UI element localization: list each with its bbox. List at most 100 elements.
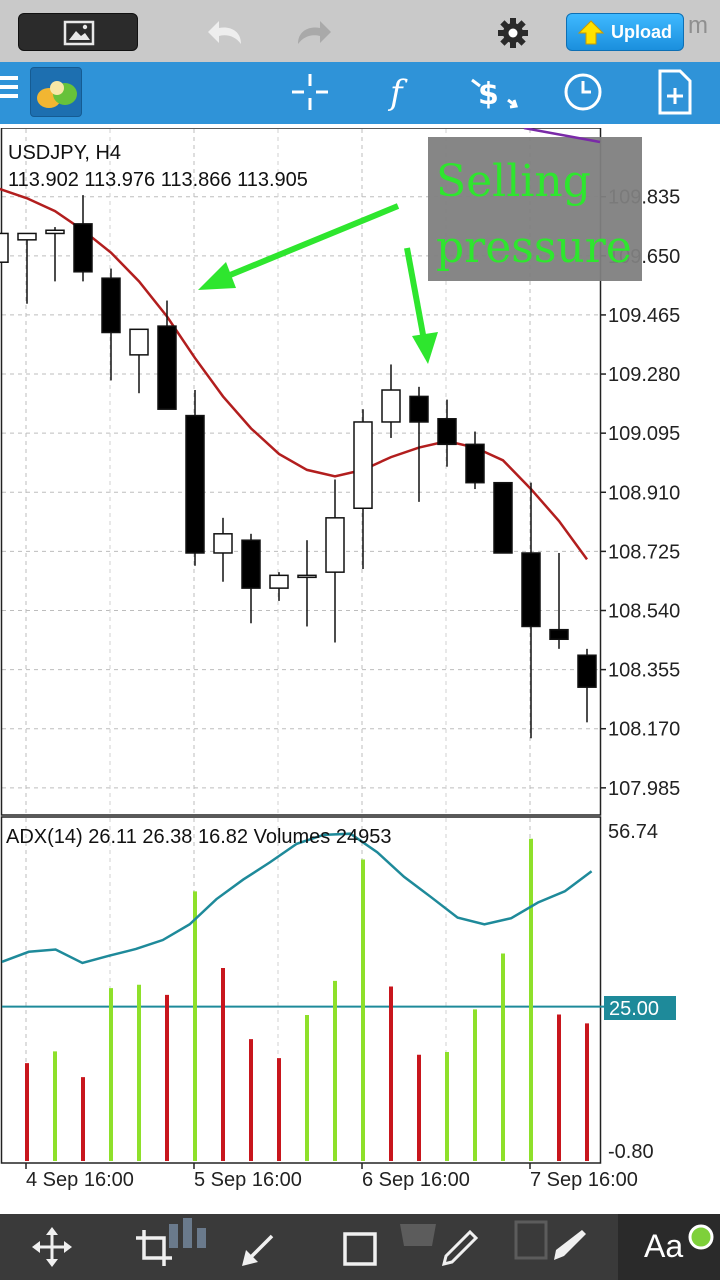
selling-pressure-annotation[interactable]: Selling pressure [428, 137, 642, 281]
annotation-line2: pressure [436, 222, 632, 273]
time-tick-label: 7 Sep 16:00 [530, 1169, 638, 1190]
price-tick-label: 108.355 [608, 660, 680, 682]
chart-toolbar: f $ [0, 62, 720, 124]
price-tick-label: 108.910 [608, 482, 680, 504]
indicator-tick-top: 56.74 [608, 821, 658, 843]
candle-body [297, 574, 317, 579]
candle [409, 386, 429, 502]
upload-arrow-icon [577, 20, 605, 45]
candle-body [381, 389, 401, 423]
candle-body [437, 418, 457, 446]
candle [437, 399, 457, 467]
indicator-panel-frame [0, 816, 602, 1164]
candle [465, 431, 485, 490]
candle [241, 533, 261, 624]
pencil-icon[interactable] [440, 1228, 480, 1268]
status-right: m [688, 12, 708, 39]
price-tick-label: 108.725 [608, 541, 680, 563]
annotation-box [428, 137, 642, 281]
trade-dollar-icon[interactable]: $ [468, 70, 522, 114]
candle-body [353, 421, 373, 509]
rectangle-tool-icon[interactable] [341, 1230, 379, 1268]
indicators-f-icon[interactable]: f [384, 70, 420, 114]
candle-body [241, 539, 261, 589]
purple-line [523, 128, 601, 144]
move-icon[interactable] [30, 1225, 74, 1269]
candle [381, 364, 401, 438]
candle [521, 482, 541, 739]
volume-bars [25, 838, 589, 1161]
undo-icon[interactable] [205, 16, 249, 50]
timeframe-clock-icon[interactable] [561, 70, 605, 114]
trading-chart[interactable]: 109.835109.650109.465109.280109.095108.9… [0, 128, 720, 1190]
price-tick-label: 108.170 [608, 719, 680, 741]
bull-bear-logo-icon [37, 81, 77, 108]
candle [325, 479, 345, 643]
candle [129, 328, 149, 394]
candles-ghost-icon [169, 1218, 206, 1248]
price-tick-label: 107.985 [608, 778, 680, 800]
level-label-box [604, 996, 676, 1020]
price-tick-label: 109.095 [608, 423, 680, 445]
candle [101, 268, 121, 381]
candle [269, 572, 289, 601]
candle [73, 195, 93, 282]
candle-body [549, 628, 569, 641]
text-tool-label: Aa [644, 1228, 684, 1264]
redo-icon[interactable] [290, 16, 334, 50]
upload-button[interactable]: Upload [566, 13, 684, 51]
price-tick-label: 109.465 [608, 305, 680, 327]
indicator-title: ADX(14) 26.11 26.38 16.82 Volumes 24953 [6, 826, 391, 848]
text-tool-button[interactable]: Aa [618, 1214, 720, 1280]
price-tick-label: 109.280 [608, 364, 680, 386]
candle [577, 648, 597, 723]
chart-symbol: USDJPY, H4 [8, 142, 121, 164]
annotation-line1: Selling [436, 156, 591, 207]
time-tick-label: 4 Sep 16:00 [26, 1169, 134, 1190]
candle-body [45, 229, 65, 235]
ma-series-line [0, 187, 589, 561]
document-ghost-icon [514, 1220, 548, 1260]
candle [297, 540, 317, 627]
candle-body [185, 414, 205, 554]
candle-body [269, 574, 289, 589]
price-panel-frame [0, 128, 602, 816]
candle-body [521, 552, 541, 628]
candle-body [325, 517, 345, 573]
indicator-tick-bottom: -0.80 [608, 1141, 654, 1163]
status-bar: 4 m Upload [0, 0, 720, 62]
candle-body [17, 232, 37, 241]
app-logo[interactable] [30, 67, 82, 117]
candle [353, 409, 373, 569]
crop-icon[interactable] [134, 1228, 174, 1268]
adx-series-line [1, 832, 593, 965]
candle [185, 390, 205, 566]
svg-text:f: f [387, 73, 408, 113]
arrow-tool-icon[interactable] [238, 1230, 278, 1270]
candle [0, 232, 9, 263]
adx-line [1, 832, 593, 965]
drawing-toolbar [0, 1214, 720, 1280]
annotation-arrow-down [404, 247, 438, 364]
candle [213, 517, 233, 582]
brush-icon[interactable] [546, 1226, 588, 1266]
settings-gear-icon[interactable] [496, 16, 530, 50]
new-document-icon[interactable] [655, 68, 695, 116]
candle-body [129, 328, 149, 356]
screenshot-button[interactable] [18, 13, 138, 51]
candle [549, 552, 569, 649]
menu-icon[interactable] [0, 72, 20, 102]
candle-body [465, 443, 485, 484]
candle-body [0, 232, 9, 263]
active-indicator-icon [688, 1224, 714, 1250]
chart-ohlc: 113.902 113.976 113.866 113.905 [8, 169, 308, 191]
inbox-ghost-icon [400, 1224, 436, 1246]
time-axis: 4 Sep 16:00 5 Sep 16:00 6 Sep 16:00 7 Sep 1… [25, 1163, 638, 1190]
crosshair-icon[interactable] [288, 70, 332, 114]
candle-body [101, 277, 121, 334]
annotation-arrow-left [198, 203, 400, 290]
candle-body [493, 481, 513, 554]
moving-average [0, 187, 589, 561]
time-tick-label: 5 Sep 16:00 [194, 1169, 302, 1190]
upload-label: Upload [611, 22, 672, 42]
